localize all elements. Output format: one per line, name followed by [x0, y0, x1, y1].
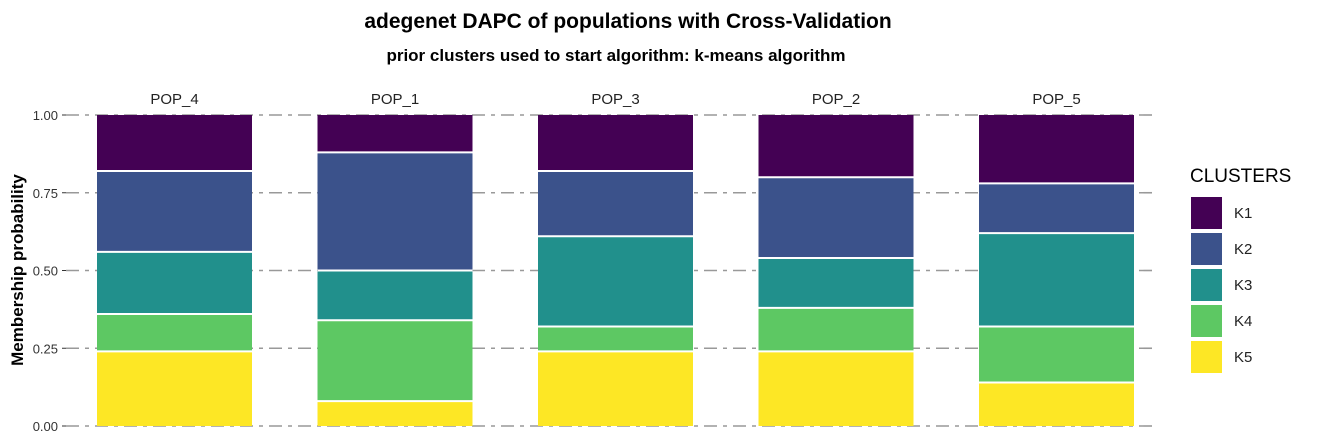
- bar-segment-k4-pop-1: [317, 320, 473, 402]
- bar-segment-k1-pop-3: [538, 115, 693, 171]
- bar-segment-k5-pop-1: [317, 401, 473, 426]
- bars: [97, 115, 1134, 426]
- bar-segment-k4-pop-5: [979, 326, 1134, 383]
- bar-segment-k5-pop-2: [758, 351, 914, 426]
- facet-label: POP_3: [591, 91, 639, 108]
- bar-segment-k4-pop-3: [538, 326, 693, 352]
- chart-subtitle: prior clusters used to start algorithm: …: [386, 46, 845, 65]
- legend-swatch-k4: [1191, 305, 1222, 337]
- bar-segment-k3-pop-3: [538, 236, 693, 327]
- bar-segment-k5-pop-4: [97, 351, 252, 426]
- legend-swatch-k2: [1191, 233, 1222, 265]
- bar-segment-k3-pop-4: [97, 251, 252, 315]
- bar-segment-k5-pop-5: [979, 382, 1134, 426]
- bar-segment-k2-pop-1: [317, 152, 473, 271]
- bar-segment-k5-pop-3: [538, 351, 693, 426]
- bar-segment-k2-pop-3: [538, 170, 693, 237]
- facet-label: POP_4: [150, 91, 198, 108]
- legend-label-k3: K3: [1234, 277, 1252, 294]
- legend-swatch-k3: [1191, 269, 1222, 301]
- bar-segment-k2-pop-5: [979, 183, 1134, 234]
- legend-title: CLUSTERS: [1190, 166, 1291, 187]
- facet-label: POP_2: [812, 91, 860, 108]
- y-axis-ticks: 0.00 0.25 0.50 0.75 1.00: [33, 108, 66, 434]
- legend-swatch-k5: [1191, 341, 1222, 373]
- bar-segment-k3-pop-1: [317, 270, 473, 321]
- facet-label: POP_1: [371, 91, 419, 108]
- legend-label-k5: K5: [1234, 349, 1252, 366]
- legend: CLUSTERS K1 K2 K3 K4 K5: [1190, 166, 1291, 373]
- y-tick-label: 0.25: [33, 341, 58, 356]
- bar-segment-k1-pop-1: [317, 115, 473, 153]
- bar-segment-k4-pop-2: [758, 307, 914, 352]
- bar-segment-k2-pop-2: [758, 177, 914, 259]
- facet-label: POP_5: [1032, 91, 1080, 108]
- legend-label-k2: K2: [1234, 241, 1252, 258]
- chart-title: adegenet DAPC of populations with Cross-…: [364, 10, 891, 33]
- y-tick-label: 0.50: [33, 264, 58, 279]
- legend-label-k1: K1: [1234, 205, 1252, 222]
- bar-segment-k4-pop-4: [97, 314, 252, 352]
- bar-segment-k3-pop-2: [758, 258, 914, 308]
- y-tick-label: 1.00: [33, 108, 58, 123]
- legend-swatch-k1: [1191, 197, 1222, 229]
- bar-segment-k3-pop-5: [979, 233, 1134, 327]
- y-axis-label: Membership probability: [8, 174, 27, 366]
- bar-segment-k2-pop-4: [97, 170, 252, 252]
- bar-segment-k1-pop-4: [97, 115, 252, 171]
- facet-labels: POP_4 POP_1 POP_3 POP_2 POP_5: [150, 91, 1080, 108]
- bar-segment-k1-pop-2: [758, 115, 914, 178]
- y-tick-label: 0.00: [33, 419, 58, 434]
- y-tick-label: 0.75: [33, 186, 58, 201]
- bar-segment-k1-pop-5: [979, 115, 1134, 184]
- legend-label-k4: K4: [1234, 313, 1252, 330]
